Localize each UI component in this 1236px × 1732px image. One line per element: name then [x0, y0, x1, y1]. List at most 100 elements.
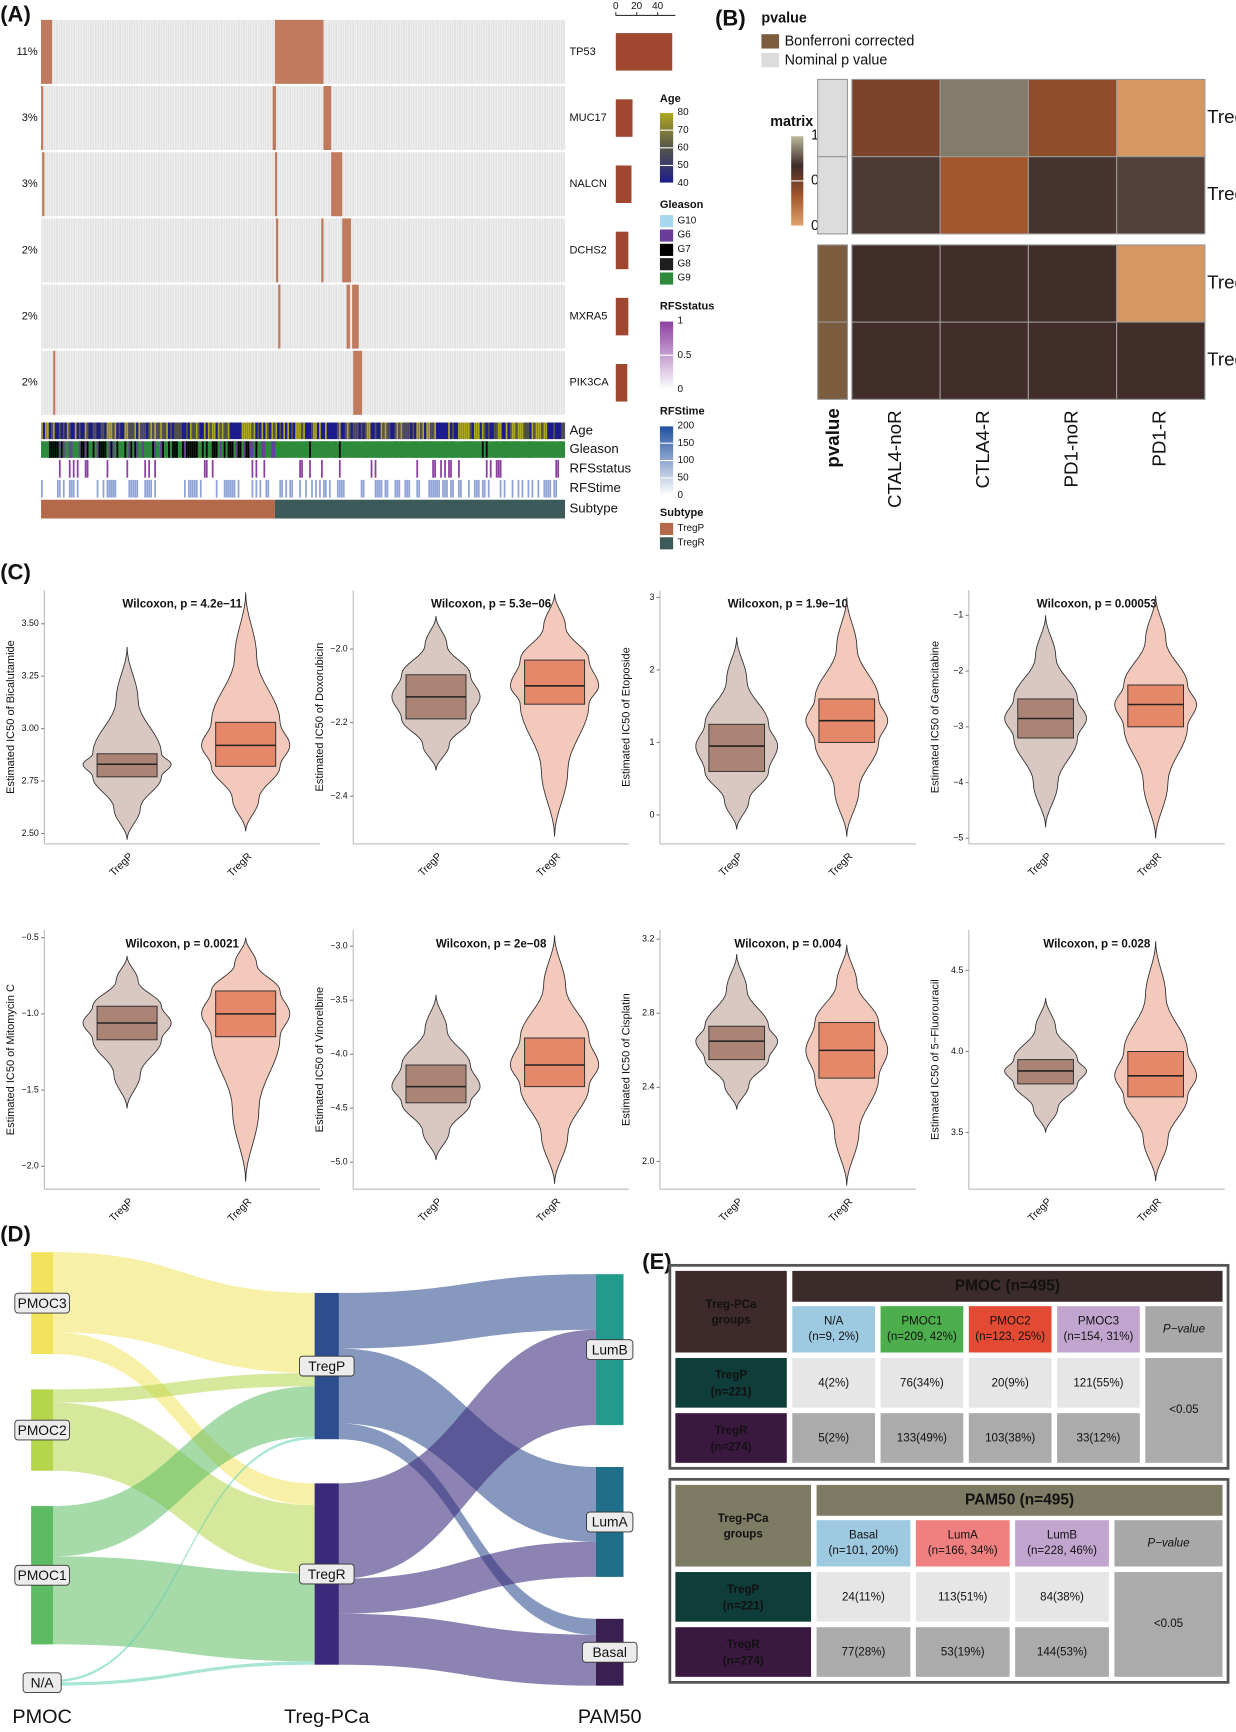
track-cell: [463, 441, 466, 458]
column-label: PD1-noR: [1060, 410, 1081, 487]
track-cell: [261, 422, 264, 440]
track-cell: [394, 441, 397, 458]
row-annotation: [817, 321, 849, 400]
track-cell: [452, 422, 454, 440]
track-cell: [340, 479, 343, 498]
column-header: PMOC3: [1078, 1316, 1119, 1328]
x-tick-label: TregR: [535, 851, 563, 879]
track-cell: [432, 460, 434, 478]
track-cell: [487, 479, 490, 498]
bar-axis-tick-label: 20: [631, 1, 643, 12]
track-cell: [315, 422, 317, 440]
legend-tick-label: 200: [678, 420, 695, 431]
y-axis-label: Estimated IC50 of Doxorubicin: [314, 643, 326, 792]
track-cell: [267, 479, 270, 498]
sankey-node-label: PMOC2: [18, 1423, 67, 1438]
y-tick-label: −2.2: [330, 717, 347, 727]
table-cell-text: 121(55%): [1073, 1377, 1123, 1389]
legend-tick-label: 70: [678, 125, 690, 136]
table-cell-text: 76(34%): [900, 1377, 944, 1389]
track-cell: [301, 422, 303, 440]
track-cell: [92, 441, 95, 458]
track-cell: [102, 422, 105, 440]
track-cell: [146, 422, 149, 440]
table-cell: [1015, 1627, 1109, 1677]
track-cell: [477, 479, 480, 498]
track-cell: [211, 422, 214, 440]
track-cell: [442, 479, 444, 498]
track-cell: [541, 422, 544, 440]
track-cell: [489, 422, 492, 440]
track-cell: [134, 422, 137, 440]
row-annotation: [817, 78, 849, 158]
track-cell: [440, 460, 442, 478]
track-cell: [475, 479, 478, 498]
track-cell: [511, 479, 514, 498]
track-cell: [505, 441, 508, 458]
track-cell: [76, 422, 79, 440]
mutation-row: [41, 86, 566, 151]
track-cell: [311, 422, 313, 440]
table-cell-text: 53(19%): [941, 1647, 985, 1659]
mutation-cells: [41, 19, 363, 415]
track-cell: [261, 441, 264, 458]
y-tick-label: −4.5: [330, 1103, 347, 1113]
track-cell: [197, 422, 200, 440]
track-cell: [191, 422, 194, 440]
heatmap-cell: [1027, 78, 1118, 158]
track-cell: [106, 422, 109, 440]
heatmap-cell: [1116, 321, 1206, 400]
track-cell: [495, 441, 498, 458]
track-cell: [124, 422, 127, 440]
y-tick-label: −1.5: [21, 1084, 38, 1094]
track-cell: [348, 422, 351, 440]
track-cell: [263, 460, 266, 478]
track-cell: [430, 441, 433, 458]
track-cell: [187, 422, 190, 440]
track-cell: [450, 460, 452, 478]
track-cell: [106, 479, 109, 498]
track-cell: [398, 479, 401, 498]
track-cell: [344, 422, 347, 440]
track-cell: [497, 460, 500, 478]
track-cell: [321, 422, 323, 440]
legend-tick-label: 0.5: [678, 350, 692, 361]
p-value-cell: [1145, 1358, 1223, 1463]
box: [1127, 1051, 1184, 1098]
track-cell: [41, 479, 43, 498]
track-cell: [187, 479, 190, 498]
track-cell: [338, 460, 341, 478]
track-label: Subtype: [569, 501, 618, 516]
track-cell: [507, 441, 510, 458]
track-cell: [374, 479, 377, 498]
annotation: Wilcoxon, p = 2e−08: [436, 938, 547, 950]
track-cell: [118, 422, 121, 440]
track-cell: [323, 479, 325, 498]
track-cell: [368, 422, 371, 440]
y-tick-label: 2.50: [22, 828, 39, 838]
track-cell: [58, 479, 61, 498]
track-cell: [328, 479, 331, 498]
legend-title: Subtype: [660, 507, 703, 519]
y-axis-label: Estimated IC50 of Etoposide: [621, 647, 633, 787]
y-tick-label: −4.0: [330, 1049, 347, 1059]
sankey-link: [338, 1541, 596, 1614]
track-cell: [321, 441, 323, 458]
track-cell: [128, 479, 131, 498]
p-header-cell: [1114, 1520, 1223, 1567]
sankey-link: [53, 1252, 315, 1374]
y-axis-label: Estimated IC50 of 5−Fluorouracil: [930, 979, 942, 1140]
track-cell: [499, 479, 502, 498]
track-cell: [187, 441, 190, 458]
track-cell: [305, 441, 307, 458]
track-cell: [128, 441, 131, 458]
track-cell: [400, 441, 403, 458]
box: [1017, 1059, 1074, 1085]
violin: [82, 646, 172, 840]
track-cell: [88, 422, 91, 440]
track-cell: [60, 422, 63, 440]
column-header-n: (n=9, 2%): [808, 1331, 859, 1343]
y-tick-label: −5: [953, 833, 963, 843]
track-cell: [336, 479, 339, 498]
track: [41, 441, 566, 458]
